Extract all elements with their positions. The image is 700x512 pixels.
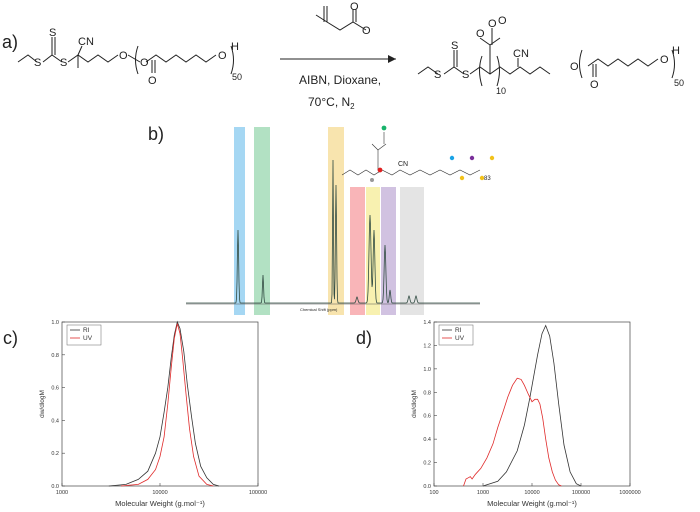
plot-frame [61,321,259,487]
legend-label: UV [83,335,93,342]
repeat-50: 50 [674,78,684,88]
nmr-highlight-band [234,127,245,315]
x-tick-label: 10000 [524,490,539,496]
product-chain [417,66,439,75]
x-axis-label: Molecular Weight (g.mol⁻¹) [115,499,205,508]
series-line-uv [120,323,214,487]
x-tick-label: 1000000 [619,490,640,496]
h-label: H [231,41,239,53]
y-tick-label: 0.2 [51,451,59,457]
s-label: S [434,69,441,81]
dot-red [377,167,383,173]
s-label: S [34,57,41,69]
o-label: O [350,1,359,13]
reagent-line-1: AIBN, Dioxane, [299,73,381,87]
dot-yellow [479,175,485,181]
o-label: O [148,75,157,87]
x-axis-label: Molecular Weight (g.mol⁻¹) [487,499,577,508]
o-label: O [119,50,128,62]
reaction-scheme [17,6,675,87]
o-label: O [498,15,507,27]
series-line-ri [108,320,220,487]
s-label: S [49,27,56,39]
panel-d-label: d) [356,328,372,348]
repeat-10: 10 [496,86,506,96]
y-tick-label: 0.4 [51,418,59,424]
x-tick-label: 1000 [477,490,489,496]
reagent-subscript: 2 [350,102,355,111]
chart-d: 0.0 0.2 0.4 0.6 0.8 1.0 1.2 1.4 100 1000 10000 1000… [411,320,641,508]
nmr-highlight-band [328,127,344,315]
o-label: O [660,54,669,66]
y-tick-label: 0.0 [51,484,59,490]
y-tick-label: 0.6 [51,386,59,392]
repeat-50: 50 [232,72,242,82]
legend-label: UV [455,335,465,342]
o-label: O [140,57,149,69]
y-axis-label: dw/dlogM [39,390,46,418]
o-label: O [362,25,371,37]
nmr-inset-repeat: 83 [484,176,491,182]
y-tick-label: 0.8 [423,390,431,396]
s-label: S [462,69,469,81]
x-tick-label: 10000 [152,490,167,496]
reagent-line-2: 70°C, N2 [308,95,355,111]
s-label: S [451,40,458,52]
y-tick-label: 0.0 [423,484,431,490]
x-tick-label: 1000 [56,490,68,496]
legend-label: RI [83,327,90,334]
nmr-highlight-band [381,187,396,315]
nmr-highlight-band [400,187,424,315]
series-line-uv [463,377,562,487]
reactant-chain [17,54,38,63]
y-tick-label: 1.4 [423,320,431,326]
o-label: O [476,28,485,40]
nmr-highlight-band [350,187,365,315]
nmr-spectrum: Chemical Shift (ppm) CN 83 [186,125,495,315]
legend-label: RI [455,327,462,334]
y-tick-label: 1.0 [51,320,59,326]
scheme-labels: S S S CN O O O O H 50 O O S S S O O O 10… [34,1,684,111]
dot-yellow [459,175,465,181]
y-tick-label: 0.4 [423,437,431,443]
nmr-inset-cn: CN [398,161,408,168]
cn-label: CN [513,48,529,60]
cn-label: CN [78,36,94,48]
dot-yellow [489,155,495,161]
y-tick-label: 1.0 [423,367,431,373]
series-line-ri [482,324,582,487]
nmr-axis-label: Chemical Shift (ppm) [300,307,338,312]
o-label: O [488,18,497,30]
o-label: O [590,79,599,91]
o-label: O [218,50,227,62]
dot-grey [370,178,374,182]
nmr-inset-structure [341,132,481,176]
dot-blue [449,155,455,161]
panel-c-label: c) [3,328,18,348]
nmr-highlight-band [254,127,270,315]
dot-green [381,125,387,131]
h-label: H [672,45,680,57]
s-label: S [60,57,67,69]
y-tick-label: 1.2 [423,343,431,349]
x-tick-label: 100 [429,490,438,496]
chart-c: 0.0 0.2 0.4 0.6 0.8 1.0 1000 10000 100000 Molecul… [39,320,267,508]
y-tick-label: 0.2 [423,461,431,467]
panel-b-label: b) [148,124,164,144]
y-axis-label: dw/dlogM [411,390,418,418]
x-tick-label: 100000 [572,490,590,496]
y-tick-label: 0.6 [423,414,431,420]
plot-frame [433,321,631,487]
y-tick-label: 0.8 [51,353,59,359]
dot-purple [469,155,475,161]
mma-structure [326,6,367,31]
nmr-trace [186,159,480,304]
o-label: O [570,61,579,73]
panel-a-label: a) [2,32,18,52]
x-tick-label: 100000 [249,490,267,496]
